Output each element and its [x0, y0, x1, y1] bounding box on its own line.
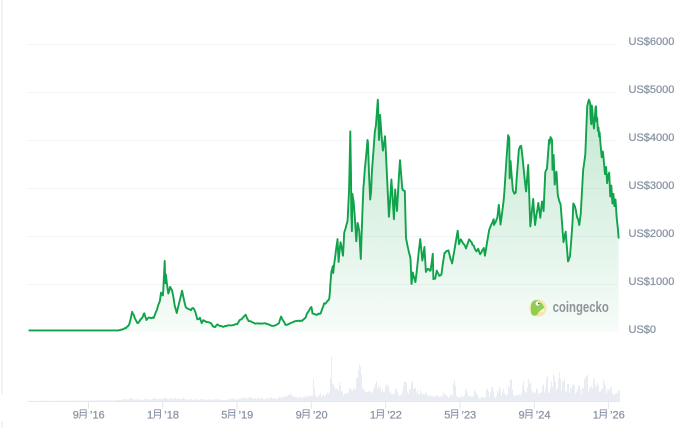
svg-text:’19: ’19	[239, 409, 254, 421]
svg-text:’16: ’16	[90, 409, 105, 421]
svg-text:1: 1	[593, 409, 599, 421]
svg-text:5: 5	[221, 409, 227, 421]
svg-text:5: 5	[444, 409, 450, 421]
svg-text:9: 9	[519, 409, 525, 421]
svg-text:US$5000: US$5000	[629, 84, 675, 96]
svg-text:’22: ’22	[387, 409, 402, 421]
svg-text:9: 9	[296, 409, 302, 421]
svg-text:’18: ’18	[164, 409, 179, 421]
svg-text:US$3000: US$3000	[629, 180, 675, 192]
svg-text:9: 9	[73, 409, 79, 421]
svg-text:1: 1	[370, 409, 376, 421]
svg-text:US$1000: US$1000	[629, 276, 675, 288]
svg-text:’23: ’23	[462, 409, 477, 421]
svg-text:US$2000: US$2000	[629, 228, 675, 240]
svg-text:’26: ’26	[610, 409, 625, 421]
svg-text:coingecko: coingecko	[553, 300, 609, 316]
svg-text:US$4000: US$4000	[629, 132, 675, 144]
svg-text:1: 1	[147, 409, 153, 421]
svg-text:’24: ’24	[536, 409, 551, 421]
svg-text:’20: ’20	[313, 409, 328, 421]
svg-text:US$0: US$0	[629, 324, 657, 336]
svg-text:US$6000: US$6000	[629, 36, 675, 48]
